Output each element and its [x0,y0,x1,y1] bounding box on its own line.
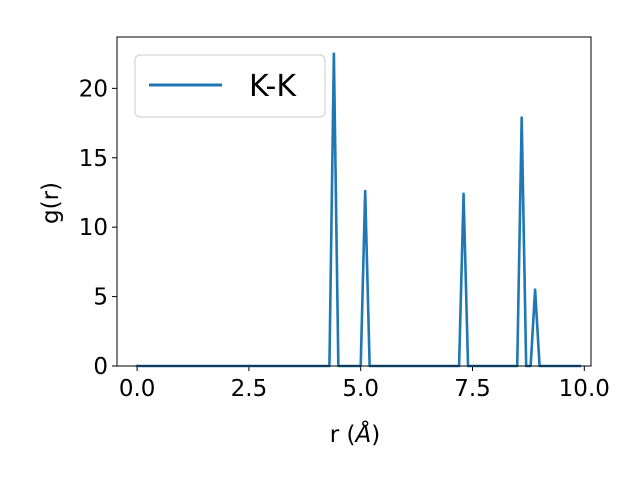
x-axis-label: r (Å) [330,420,380,448]
axes-frame [116,36,592,367]
x-tick-label: 0.0 [119,376,156,402]
y-tick-label: 10 [79,215,108,241]
x-tick-label: 2.5 [231,376,268,402]
legend-label: K-K [249,69,297,104]
y-tick-label: 15 [79,146,108,172]
x-tick-label: 7.5 [454,376,491,402]
legend[interactable]: K-K [134,54,326,118]
series-line-k-k [135,52,582,368]
y-axis-label: g(r) [38,182,64,224]
legend-box [134,54,326,118]
y-tick-label: 20 [79,76,108,102]
x-tick-label: 10.0 [559,376,610,402]
y-tick-label: 5 [93,285,108,311]
series-layer [135,52,582,368]
x-tick-label: 5.0 [342,376,379,402]
y-axis: 0 5 10 15 20 [79,76,117,380]
y-tick-label: 0 [93,354,108,380]
x-axis: 0.0 2.5 5.0 7.5 10.0 [119,366,610,402]
